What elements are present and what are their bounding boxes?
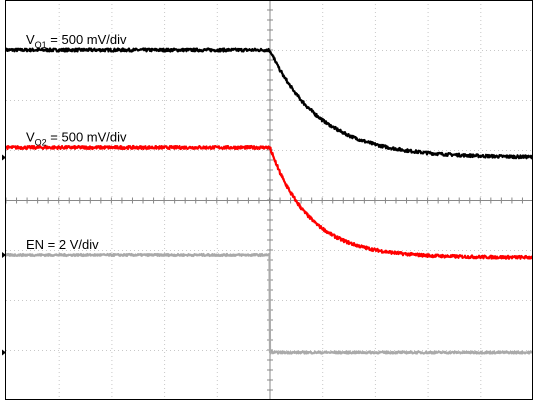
ground-marker: [2, 252, 6, 258]
trace-labels: VO1 = 500 mV/div VO2 = 500 mV/div EN = 2 V…: [26, 32, 127, 252]
ground-markers: [2, 154, 6, 356]
trace-en: [4, 252, 533, 355]
trace-label-en: EN = 2 V/div: [26, 237, 99, 252]
trace-vo1: [4, 47, 533, 160]
trace-label-vo2: VO2 = 500 mV/div: [26, 130, 127, 148]
trace-label-vo1: VO1 = 500 mV/div: [26, 32, 127, 50]
ground-marker: [2, 349, 6, 356]
ground-marker: [2, 154, 6, 161]
traces: [4, 47, 533, 355]
trace-vo2: [4, 144, 533, 260]
